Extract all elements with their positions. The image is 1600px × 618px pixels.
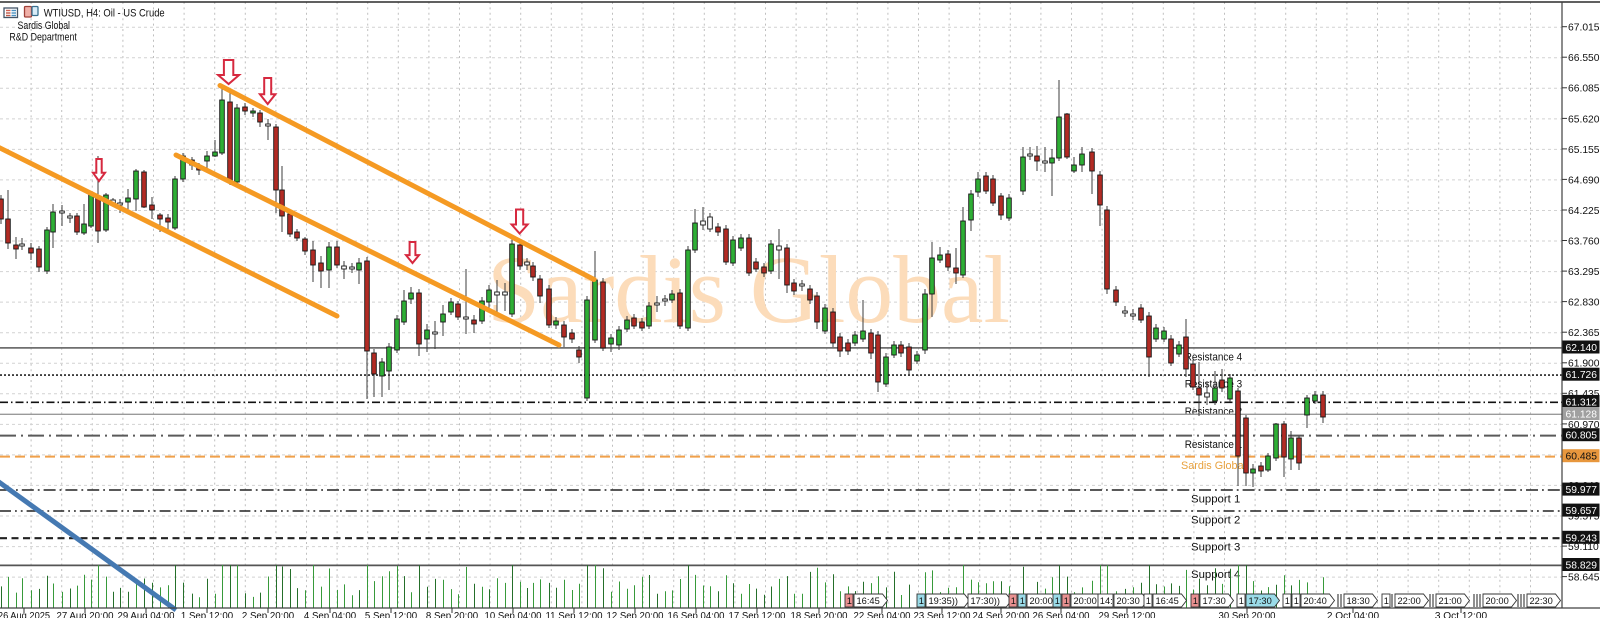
- svg-text:WTIUSD, H4: Oil - US Crude: WTIUSD, H4: Oil - US Crude: [44, 8, 165, 20]
- svg-text:R&D Department: R&D Department: [9, 31, 77, 43]
- svg-text:59.575: 59.575: [1568, 511, 1600, 522]
- svg-text:1: 1: [1193, 596, 1198, 606]
- svg-text:17:30)): 17:30)): [971, 596, 1000, 606]
- svg-text:1: 1: [1294, 596, 1299, 606]
- svg-text:62.365: 62.365: [1568, 328, 1600, 339]
- svg-text:58.829: 58.829: [1566, 561, 1598, 572]
- svg-text:66.085: 66.085: [1568, 84, 1600, 95]
- svg-text:61.312: 61.312: [1566, 397, 1598, 408]
- svg-text:60.485: 60.485: [1566, 452, 1598, 463]
- svg-text:20:30: 20:30: [1117, 596, 1140, 606]
- svg-text:63.295: 63.295: [1568, 267, 1600, 278]
- svg-text:59.977: 59.977: [1566, 485, 1598, 496]
- svg-text:29 Aug 04:00: 29 Aug 04:00: [118, 611, 175, 618]
- svg-text:60.970: 60.970: [1568, 420, 1600, 431]
- svg-text:17 Sep 12:00: 17 Sep 12:00: [729, 611, 786, 618]
- svg-text:1: 1: [1384, 596, 1389, 606]
- svg-text:1: 1: [1055, 596, 1060, 606]
- svg-text:Support 1: Support 1: [1191, 494, 1240, 506]
- svg-text:16:45: 16:45: [857, 596, 880, 606]
- svg-text:59.110: 59.110: [1568, 542, 1599, 553]
- svg-text:20:00: 20:00: [1486, 596, 1509, 606]
- svg-text:62.830: 62.830: [1568, 298, 1600, 309]
- svg-text:22 Sep 04:00: 22 Sep 04:00: [854, 611, 911, 618]
- svg-text:Sardis Global: Sardis Global: [18, 20, 71, 32]
- svg-text:26 Sep 04:00: 26 Sep 04:00: [1033, 611, 1090, 618]
- svg-text:1: 1: [1020, 596, 1025, 606]
- svg-text:1: 1: [1146, 596, 1151, 606]
- svg-text:58.645: 58.645: [1568, 573, 1600, 584]
- svg-text:12 Sep 20:00: 12 Sep 20:00: [607, 611, 664, 618]
- svg-text:61.435: 61.435: [1568, 389, 1600, 400]
- svg-text:5 Sep 12:00: 5 Sep 12:00: [365, 611, 418, 618]
- svg-text:26 Aug 2025: 26 Aug 2025: [0, 611, 51, 618]
- svg-text:Support 2: Support 2: [1191, 515, 1240, 527]
- svg-text:1 Sep 12:00: 1 Sep 12:00: [181, 611, 234, 618]
- svg-text:Resistance 4: Resistance 4: [1185, 351, 1243, 363]
- svg-text:2 Oct 04:00: 2 Oct 04:00: [1327, 611, 1380, 618]
- svg-text:1: 1: [919, 596, 924, 606]
- svg-text:67.015: 67.015: [1568, 23, 1600, 34]
- svg-text:Support 3: Support 3: [1191, 542, 1240, 554]
- svg-text:62.140: 62.140: [1566, 343, 1598, 354]
- svg-text:17:30: 17:30: [1203, 596, 1226, 606]
- svg-text:Resistance 1: Resistance 1: [1185, 439, 1243, 451]
- svg-text:18 Sep 20:00: 18 Sep 20:00: [791, 611, 848, 618]
- svg-text:19:35)): 19:35)): [929, 596, 958, 606]
- svg-text:59.243: 59.243: [1566, 533, 1598, 544]
- svg-text:66.550: 66.550: [1568, 53, 1600, 64]
- svg-text:60.805: 60.805: [1566, 431, 1598, 442]
- svg-text:27 Aug 20:00: 27 Aug 20:00: [57, 611, 114, 618]
- svg-text:61.128: 61.128: [1566, 410, 1598, 421]
- svg-text:14:: 14:: [1100, 596, 1113, 606]
- svg-text:22:00: 22:00: [1398, 596, 1421, 606]
- svg-text:3 Oct 12:00: 3 Oct 12:00: [1435, 611, 1488, 618]
- svg-text:21:00: 21:00: [1439, 596, 1462, 606]
- svg-text:18:30: 18:30: [1347, 596, 1370, 606]
- svg-text:65.155: 65.155: [1568, 145, 1600, 156]
- svg-text:29 Sep 12:00: 29 Sep 12:00: [1099, 611, 1156, 618]
- svg-text:2 Sep 20:00: 2 Sep 20:00: [242, 611, 295, 618]
- svg-text:20:40: 20:40: [1304, 596, 1327, 606]
- svg-text:17:30: 17:30: [1249, 596, 1272, 606]
- svg-text:61.726: 61.726: [1566, 370, 1598, 381]
- svg-text:1: 1: [1011, 596, 1016, 606]
- svg-text:64.690: 64.690: [1568, 175, 1600, 186]
- svg-text:23 Sep 12:00: 23 Sep 12:00: [914, 611, 971, 618]
- svg-text:1: 1: [1285, 596, 1290, 606]
- svg-text:63.760: 63.760: [1568, 236, 1600, 247]
- svg-text:4 Sep 04:00: 4 Sep 04:00: [304, 611, 357, 618]
- svg-text:20:00: 20:00: [1074, 596, 1097, 606]
- svg-text:8 Sep 20:00: 8 Sep 20:00: [426, 611, 479, 618]
- svg-text:Resistance 2: Resistance 2: [1185, 406, 1243, 418]
- svg-text:16:45: 16:45: [1156, 596, 1179, 606]
- svg-text:16 Sep 04:00: 16 Sep 04:00: [668, 611, 725, 618]
- svg-text:61.900: 61.900: [1568, 359, 1600, 370]
- svg-text:1: 1: [1064, 596, 1069, 606]
- svg-text:65.620: 65.620: [1568, 114, 1600, 125]
- svg-text:11 Sep 12:00: 11 Sep 12:00: [546, 611, 603, 618]
- svg-text:64.225: 64.225: [1568, 206, 1600, 217]
- svg-text:30 Sep 20:00: 30 Sep 20:00: [1219, 611, 1276, 618]
- svg-text:1: 1: [847, 596, 852, 606]
- svg-text:Sardis Global: Sardis Global: [1181, 460, 1246, 472]
- svg-text:24 Sep 20:00: 24 Sep 20:00: [973, 611, 1030, 618]
- svg-text:59.657: 59.657: [1566, 506, 1598, 517]
- svg-text:10 Sep 04:00: 10 Sep 04:00: [485, 611, 542, 618]
- svg-text:22:30: 22:30: [1530, 596, 1553, 606]
- svg-text:20:00: 20:00: [1030, 596, 1053, 606]
- svg-text:1: 1: [1239, 596, 1244, 606]
